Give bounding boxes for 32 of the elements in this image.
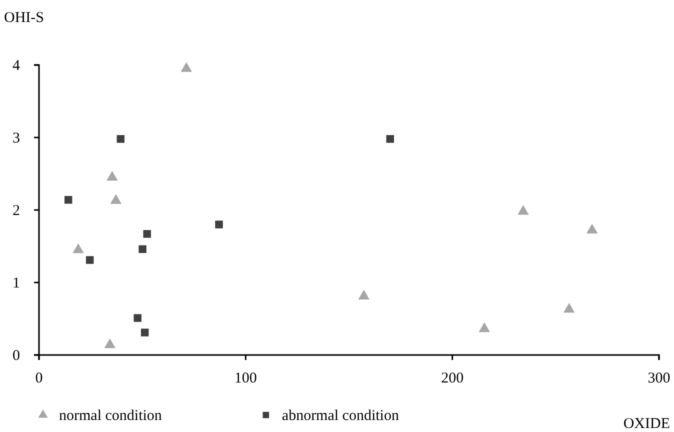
point (138, 245, 146, 254)
point (386, 135, 394, 143)
x-tick-label: 300 (648, 370, 670, 387)
y-tick-label: 1 (12, 275, 20, 292)
x-axis-title: OXIDE (623, 416, 670, 432)
y-tick-label: 2 (12, 202, 20, 219)
point (358, 290, 370, 300)
y-axis-title: OHI-S (4, 10, 44, 26)
point (110, 194, 122, 204)
point (563, 302, 575, 313)
point (134, 314, 142, 322)
point (86, 256, 94, 264)
legend-label: normal condition (59, 408, 162, 424)
x-tick-label: 100 (234, 370, 257, 387)
point (64, 196, 72, 204)
point (518, 204, 529, 215)
legend-label: abnormal condition (282, 408, 400, 424)
point (106, 170, 118, 181)
point (72, 243, 84, 254)
point (104, 338, 116, 348)
point (215, 220, 223, 228)
y-tick-label: 3 (12, 130, 20, 146)
point (478, 322, 490, 332)
point (140, 328, 149, 336)
point (586, 224, 598, 234)
point (116, 135, 125, 143)
y-tick-label: 0 (12, 348, 20, 364)
x-tick-label: 0 (35, 370, 43, 387)
point (180, 62, 192, 72)
x-tick-label: 200 (441, 370, 464, 387)
y-tick-label: 4 (12, 58, 20, 74)
point (143, 230, 151, 238)
